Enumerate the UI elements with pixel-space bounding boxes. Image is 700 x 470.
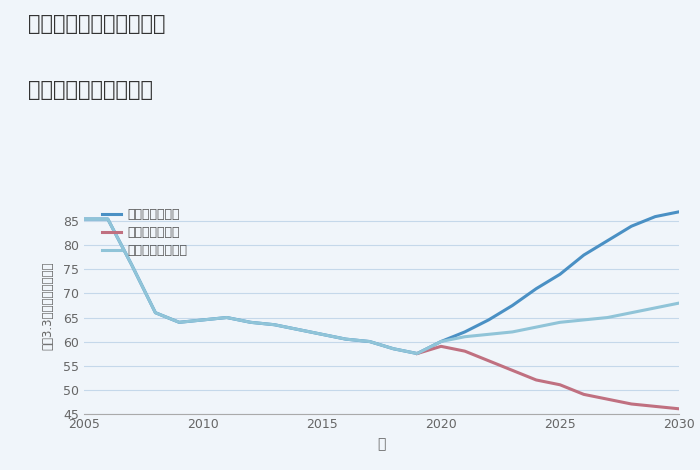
グッドシナリオ [342, 337, 350, 342]
バッドシナリオ [627, 401, 636, 407]
グッドシナリオ [80, 216, 88, 222]
ノーマルシナリオ [270, 322, 279, 328]
グッドシナリオ [246, 320, 255, 325]
グッドシナリオ [270, 322, 279, 328]
グッドシナリオ [151, 310, 160, 315]
グッドシナリオ [580, 252, 588, 258]
グッドシナリオ [318, 331, 326, 337]
バッドシナリオ [484, 358, 493, 364]
バッドシナリオ [675, 406, 683, 412]
ノーマルシナリオ [223, 315, 231, 321]
バッドシナリオ [413, 351, 421, 356]
ノーマルシナリオ [603, 315, 612, 321]
Legend: グッドシナリオ, バッドシナリオ, ノーマルシナリオ: グッドシナリオ, バッドシナリオ, ノーマルシナリオ [102, 208, 187, 257]
ノーマルシナリオ [175, 320, 183, 325]
X-axis label: 年: 年 [377, 437, 386, 451]
グッドシナリオ [532, 286, 540, 291]
ノーマルシナリオ [675, 300, 683, 306]
ノーマルシナリオ [508, 329, 517, 335]
グッドシナリオ [556, 272, 564, 277]
Line: バッドシナリオ: バッドシナリオ [417, 346, 679, 409]
ノーマルシナリオ [151, 310, 160, 315]
グッドシナリオ [199, 317, 207, 323]
バッドシナリオ [437, 344, 445, 349]
ノーマルシナリオ [365, 339, 374, 345]
グッドシナリオ [223, 315, 231, 321]
グッドシナリオ [127, 262, 136, 267]
ノーマルシナリオ [318, 331, 326, 337]
ノーマルシナリオ [532, 324, 540, 330]
バッドシナリオ [556, 382, 564, 388]
ノーマルシナリオ [80, 216, 88, 222]
バッドシナリオ [508, 368, 517, 373]
グッドシナリオ [603, 238, 612, 243]
グッドシナリオ [484, 317, 493, 323]
ノーマルシナリオ [104, 216, 112, 222]
ノーマルシナリオ [294, 327, 302, 332]
ノーマルシナリオ [627, 310, 636, 315]
グッドシナリオ [437, 339, 445, 345]
バッドシナリオ [532, 377, 540, 383]
ノーマルシナリオ [484, 331, 493, 337]
ノーマルシナリオ [580, 317, 588, 323]
Line: ノーマルシナリオ: ノーマルシナリオ [84, 219, 679, 353]
Text: 中古戸建ての価格推移: 中古戸建ての価格推移 [28, 80, 153, 100]
グッドシナリオ [651, 214, 659, 219]
グッドシナリオ [365, 339, 374, 345]
バッドシナリオ [603, 396, 612, 402]
グッドシナリオ [104, 216, 112, 222]
グッドシナリオ [627, 223, 636, 229]
グッドシナリオ [413, 351, 421, 356]
グッドシナリオ [675, 209, 683, 215]
グッドシナリオ [508, 303, 517, 308]
バッドシナリオ [580, 392, 588, 397]
ノーマルシナリオ [199, 317, 207, 323]
ノーマルシナリオ [246, 320, 255, 325]
グッドシナリオ [389, 346, 398, 352]
グッドシナリオ [175, 320, 183, 325]
ノーマルシナリオ [342, 337, 350, 342]
Text: 三重県津市美里町家所の: 三重県津市美里町家所の [28, 14, 165, 34]
ノーマルシナリオ [413, 351, 421, 356]
ノーマルシナリオ [461, 334, 469, 339]
グッドシナリオ [461, 329, 469, 335]
バッドシナリオ [651, 404, 659, 409]
Line: グッドシナリオ: グッドシナリオ [84, 212, 679, 353]
バッドシナリオ [461, 348, 469, 354]
Y-axis label: 坪（3.3㎡）単価（万円）: 坪（3.3㎡）単価（万円） [42, 261, 55, 350]
ノーマルシナリオ [389, 346, 398, 352]
ノーマルシナリオ [437, 339, 445, 345]
グッドシナリオ [294, 327, 302, 332]
ノーマルシナリオ [127, 262, 136, 267]
ノーマルシナリオ [556, 320, 564, 325]
ノーマルシナリオ [651, 305, 659, 311]
